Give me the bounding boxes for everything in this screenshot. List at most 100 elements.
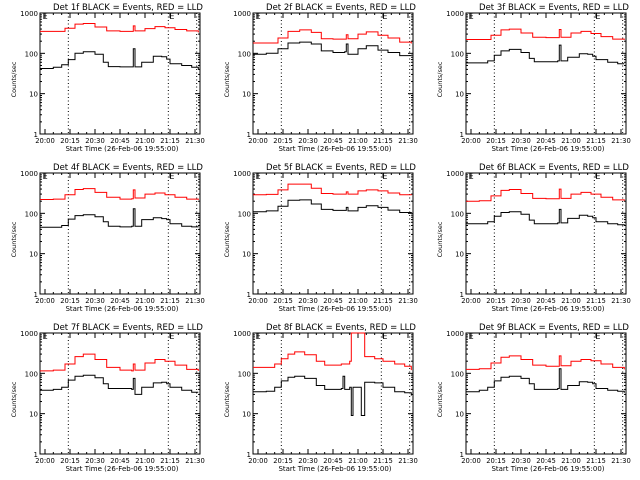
x-tick-label: 20:15 bbox=[486, 297, 506, 305]
y-axis-label: Counts/sec bbox=[223, 221, 231, 257]
series-events-line bbox=[40, 48, 199, 70]
y-tick-label: 100 bbox=[238, 370, 251, 378]
x-axis-label: Start Time (26-Feb-06 19:55:00) bbox=[278, 465, 391, 473]
x-tick-label: 20:15 bbox=[60, 137, 80, 145]
series-lld-line bbox=[253, 332, 412, 371]
event-marker-label: E bbox=[382, 172, 387, 181]
x-tick-label: 20:45 bbox=[323, 137, 343, 145]
x-tick-label: 20:15 bbox=[273, 297, 293, 305]
event-marker-label: E bbox=[169, 332, 174, 341]
chart-title: Det 8f BLACK = Events, RED = LLD bbox=[266, 323, 416, 333]
x-tick-label: 21:15 bbox=[160, 297, 180, 305]
x-tick-label: 20:30 bbox=[511, 137, 531, 145]
x-tick-label: 20:30 bbox=[85, 457, 105, 465]
y-tick-label: 100 bbox=[25, 210, 38, 218]
series-events-line bbox=[466, 368, 625, 393]
event-marker-label: E bbox=[256, 172, 261, 181]
chart-panel: Det 4f BLACK = Events, RED = LLD 1 10 100 10… bbox=[10, 163, 205, 313]
y-tick-label: 1 bbox=[34, 451, 38, 459]
series-lld-line bbox=[253, 29, 412, 44]
chart-title: Det 6f BLACK = Events, RED = LLD bbox=[479, 163, 629, 173]
y-tick-label: 1 bbox=[460, 291, 464, 299]
x-tick-label: 20:45 bbox=[110, 137, 130, 145]
series-lld-line bbox=[466, 188, 625, 202]
event-marker-label: E bbox=[595, 332, 600, 341]
y-axis-label: Counts/sec bbox=[10, 381, 18, 417]
x-tick-label: 20:45 bbox=[536, 457, 556, 465]
y-tick-label: 100 bbox=[25, 370, 38, 378]
event-marker-label: E bbox=[169, 172, 174, 181]
x-tick-label: 21:30 bbox=[185, 137, 205, 145]
x-axis-label: Start Time (26-Feb-06 19:55:00) bbox=[65, 305, 178, 313]
y-tick-label: 10 bbox=[242, 91, 251, 99]
plot-frame bbox=[39, 172, 201, 295]
x-tick-label: 20:00 bbox=[248, 297, 268, 305]
y-axis-label: Counts/sec bbox=[10, 221, 18, 257]
x-tick-label: 21:00 bbox=[135, 297, 155, 305]
y-axis-label: Counts/sec bbox=[436, 221, 444, 257]
y-tick-label: 100 bbox=[451, 210, 464, 218]
series-lld-line bbox=[40, 188, 199, 200]
x-tick-label: 20:00 bbox=[248, 457, 268, 465]
x-tick-label: 20:15 bbox=[60, 297, 80, 305]
series-events-line bbox=[253, 199, 412, 214]
y-tick-label: 100 bbox=[238, 50, 251, 58]
x-tick-label: 21:30 bbox=[611, 137, 631, 145]
chart-panel: Det 5f BLACK = Events, RED = LLD 1 10 100 10… bbox=[223, 163, 418, 313]
x-tick-label: 20:45 bbox=[110, 297, 130, 305]
x-tick-label: 20:30 bbox=[298, 137, 318, 145]
x-tick-label: 20:00 bbox=[461, 457, 481, 465]
event-marker-label: E bbox=[43, 332, 48, 341]
y-tick-label: 1000 bbox=[446, 330, 464, 338]
x-tick-label: 21:15 bbox=[160, 137, 180, 145]
x-tick-label: 21:30 bbox=[185, 297, 205, 305]
x-tick-label: 20:45 bbox=[110, 457, 130, 465]
x-tick-label: 21:15 bbox=[586, 137, 606, 145]
x-tick-label: 20:15 bbox=[486, 457, 506, 465]
y-tick-label: 1 bbox=[460, 131, 464, 139]
chart-panel: Det 7f BLACK = Events, RED = LLD 1 10 100 10… bbox=[10, 323, 205, 473]
x-tick-label: 21:15 bbox=[586, 457, 606, 465]
y-tick-label: 100 bbox=[238, 210, 251, 218]
chart-title: Det 5f BLACK = Events, RED = LLD bbox=[266, 163, 416, 173]
event-marker-label: E bbox=[256, 12, 261, 21]
x-tick-label: 21:15 bbox=[160, 457, 180, 465]
event-marker-label: E bbox=[256, 332, 261, 341]
x-tick-label: 20:45 bbox=[323, 297, 343, 305]
x-tick-label: 20:15 bbox=[273, 457, 293, 465]
y-tick-label: 1000 bbox=[20, 330, 38, 338]
x-axis-label: Start Time (26-Feb-06 19:55:00) bbox=[491, 145, 604, 153]
y-tick-label: 10 bbox=[455, 91, 464, 99]
event-marker-label: E bbox=[382, 12, 387, 21]
y-tick-label: 1 bbox=[247, 451, 251, 459]
x-tick-label: 20:45 bbox=[323, 457, 343, 465]
x-tick-label: 21:15 bbox=[586, 297, 606, 305]
y-tick-label: 1000 bbox=[446, 170, 464, 178]
x-tick-label: 21:30 bbox=[611, 297, 631, 305]
chart-panel: Det 6f BLACK = Events, RED = LLD 1 10 100 10… bbox=[436, 163, 631, 313]
series-lld-line bbox=[466, 28, 625, 40]
x-tick-label: 21:30 bbox=[185, 457, 205, 465]
event-marker-label: E bbox=[43, 12, 48, 21]
plot-frame bbox=[252, 172, 414, 295]
y-tick-label: 10 bbox=[29, 411, 38, 419]
x-tick-label: 21:30 bbox=[611, 457, 631, 465]
series-events-line bbox=[466, 208, 625, 226]
x-axis-label: Start Time (26-Feb-06 19:55:00) bbox=[278, 145, 391, 153]
chart-panel: Det 2f BLACK = Events, RED = LLD 1 10 100 10… bbox=[223, 3, 418, 153]
x-tick-label: 20:30 bbox=[85, 297, 105, 305]
x-axis-label: Start Time (26-Feb-06 19:55:00) bbox=[491, 305, 604, 313]
plot-frame bbox=[465, 172, 627, 295]
chart-title: Det 9f BLACK = Events, RED = LLD bbox=[479, 323, 629, 333]
series-lld-line bbox=[40, 353, 199, 372]
y-tick-label: 10 bbox=[29, 91, 38, 99]
y-axis-label: Counts/sec bbox=[10, 61, 18, 97]
chart-panel: Det 1f BLACK = Events, RED = LLD 1 10 100 10… bbox=[10, 3, 205, 153]
x-tick-label: 20:30 bbox=[511, 457, 531, 465]
x-tick-label: 21:00 bbox=[348, 457, 368, 465]
chart-panel: Det 8f BLACK = Events, RED = LLD 1 10 100 10… bbox=[223, 323, 418, 473]
x-tick-label: 20:30 bbox=[298, 297, 318, 305]
plot-frame bbox=[39, 332, 201, 455]
y-tick-label: 10 bbox=[242, 251, 251, 259]
